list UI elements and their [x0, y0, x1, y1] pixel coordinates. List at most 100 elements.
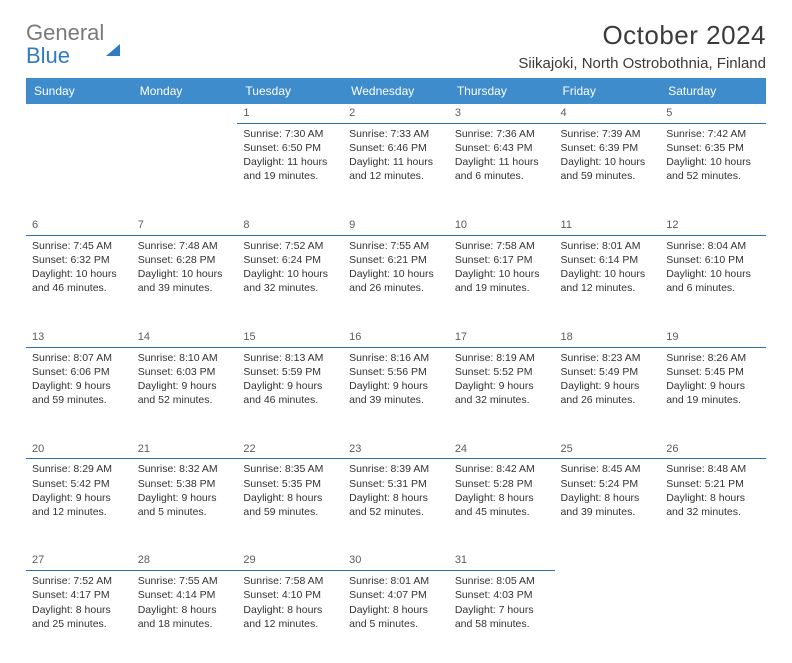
daylight-text: Daylight: 10 hours and 6 minutes. — [666, 267, 760, 295]
calendar-cell: Sunrise: 7:58 AMSunset: 4:10 PMDaylight:… — [237, 571, 343, 663]
sunrise-text: Sunrise: 7:36 AM — [455, 127, 549, 141]
daylight-text: Daylight: 9 hours and 32 minutes. — [455, 379, 549, 407]
daylight-text: Daylight: 8 hours and 52 minutes. — [349, 491, 443, 519]
day-number: 3 — [449, 104, 555, 124]
sunset-text: Sunset: 4:03 PM — [455, 588, 549, 602]
calendar-body: 12345Sunrise: 7:30 AMSunset: 6:50 PMDayl… — [26, 104, 766, 663]
day-number: 17 — [449, 328, 555, 348]
day-number — [132, 104, 238, 123]
daylight-text: Daylight: 10 hours and 59 minutes. — [561, 155, 655, 183]
calendar-cell: Sunrise: 7:55 AMSunset: 6:21 PMDaylight:… — [343, 236, 449, 328]
sunrise-text: Sunrise: 7:33 AM — [349, 127, 443, 141]
day-number: 9 — [343, 216, 449, 236]
sunset-text: Sunset: 6:50 PM — [243, 141, 337, 155]
day-number — [555, 551, 661, 570]
sunrise-text: Sunrise: 8:32 AM — [138, 462, 232, 476]
calendar-cell: Sunrise: 8:42 AMSunset: 5:28 PMDaylight:… — [449, 459, 555, 551]
sunset-text: Sunset: 5:31 PM — [349, 477, 443, 491]
daylight-text: Daylight: 9 hours and 59 minutes. — [32, 379, 126, 407]
calendar-cell: Sunrise: 7:55 AMSunset: 4:14 PMDaylight:… — [132, 571, 238, 663]
calendar-cell: Sunrise: 7:33 AMSunset: 6:46 PMDaylight:… — [343, 124, 449, 216]
day-number: 13 — [26, 328, 132, 348]
sunrise-text: Sunrise: 8:04 AM — [666, 239, 760, 253]
sunrise-text: Sunrise: 8:19 AM — [455, 351, 549, 365]
day-number: 8 — [237, 216, 343, 236]
sunset-text: Sunset: 5:28 PM — [455, 477, 549, 491]
day-number: 18 — [555, 328, 661, 348]
sunset-text: Sunset: 4:14 PM — [138, 588, 232, 602]
daylight-text: Daylight: 8 hours and 39 minutes. — [561, 491, 655, 519]
day-number: 26 — [660, 440, 766, 460]
calendar-cell: Sunrise: 7:42 AMSunset: 6:35 PMDaylight:… — [660, 124, 766, 216]
sunset-text: Sunset: 6:21 PM — [349, 253, 443, 267]
sunset-text: Sunset: 5:49 PM — [561, 365, 655, 379]
day-number: 20 — [26, 440, 132, 460]
daylight-text: Daylight: 10 hours and 19 minutes. — [455, 267, 549, 295]
sunrise-text: Sunrise: 8:01 AM — [561, 239, 655, 253]
day-number: 29 — [237, 551, 343, 571]
day-number: 10 — [449, 216, 555, 236]
sunset-text: Sunset: 5:45 PM — [666, 365, 760, 379]
day-number — [660, 551, 766, 570]
day-number: 16 — [343, 328, 449, 348]
sunrise-text: Sunrise: 7:30 AM — [243, 127, 337, 141]
sunset-text: Sunset: 6:35 PM — [666, 141, 760, 155]
daylight-text: Daylight: 10 hours and 26 minutes. — [349, 267, 443, 295]
daylight-text: Daylight: 10 hours and 52 minutes. — [666, 155, 760, 183]
sunrise-text: Sunrise: 8:48 AM — [666, 462, 760, 476]
daylight-text: Daylight: 8 hours and 32 minutes. — [666, 491, 760, 519]
calendar-header-row: Sunday Monday Tuesday Wednesday Thursday… — [26, 78, 766, 104]
calendar-cell: Sunrise: 8:48 AMSunset: 5:21 PMDaylight:… — [660, 459, 766, 551]
calendar-cell: Sunrise: 8:19 AMSunset: 5:52 PMDaylight:… — [449, 348, 555, 440]
brand-triangle-icon — [106, 27, 120, 56]
calendar-cell: Sunrise: 7:58 AMSunset: 6:17 PMDaylight:… — [449, 236, 555, 328]
sunset-text: Sunset: 5:52 PM — [455, 365, 549, 379]
calendar-cell: Sunrise: 8:07 AMSunset: 6:06 PMDaylight:… — [26, 348, 132, 440]
sunset-text: Sunset: 6:17 PM — [455, 253, 549, 267]
sunrise-text: Sunrise: 8:05 AM — [455, 574, 549, 588]
daylight-text: Daylight: 11 hours and 19 minutes. — [243, 155, 337, 183]
page: General Blue October 2024 Siikajoki, Nor… — [0, 0, 792, 612]
sunrise-text: Sunrise: 7:39 AM — [561, 127, 655, 141]
weekday-header: Friday — [555, 78, 661, 104]
daylight-text: Daylight: 8 hours and 59 minutes. — [243, 491, 337, 519]
daylight-text: Daylight: 10 hours and 39 minutes. — [138, 267, 232, 295]
daylight-text: Daylight: 10 hours and 32 minutes. — [243, 267, 337, 295]
calendar-cell — [660, 571, 766, 663]
sunset-text: Sunset: 6:14 PM — [561, 253, 655, 267]
sunset-text: Sunset: 5:42 PM — [32, 477, 126, 491]
calendar-cell: Sunrise: 8:13 AMSunset: 5:59 PMDaylight:… — [237, 348, 343, 440]
calendar-cell: Sunrise: 7:52 AMSunset: 4:17 PMDaylight:… — [26, 571, 132, 663]
daylight-text: Daylight: 9 hours and 5 minutes. — [138, 491, 232, 519]
sunrise-text: Sunrise: 8:35 AM — [243, 462, 337, 476]
day-number: 23 — [343, 440, 449, 460]
calendar-cell: Sunrise: 8:26 AMSunset: 5:45 PMDaylight:… — [660, 348, 766, 440]
weekday-header: Thursday — [449, 78, 555, 104]
sunset-text: Sunset: 6:28 PM — [138, 253, 232, 267]
daylight-text: Daylight: 8 hours and 25 minutes. — [32, 603, 126, 631]
sunset-text: Sunset: 6:46 PM — [349, 141, 443, 155]
sunrise-text: Sunrise: 7:58 AM — [455, 239, 549, 253]
calendar-cell — [26, 124, 132, 216]
daylight-text: Daylight: 9 hours and 39 minutes. — [349, 379, 443, 407]
calendar-cell: Sunrise: 8:45 AMSunset: 5:24 PMDaylight:… — [555, 459, 661, 551]
daylight-text: Daylight: 11 hours and 12 minutes. — [349, 155, 443, 183]
sunrise-text: Sunrise: 8:23 AM — [561, 351, 655, 365]
day-number: 19 — [660, 328, 766, 348]
daylight-text: Daylight: 8 hours and 18 minutes. — [138, 603, 232, 631]
calendar-cell: Sunrise: 7:39 AMSunset: 6:39 PMDaylight:… — [555, 124, 661, 216]
month-title: October 2024 — [518, 20, 766, 51]
daylight-text: Daylight: 9 hours and 46 minutes. — [243, 379, 337, 407]
brand-logo: General Blue — [26, 22, 120, 68]
calendar-cell: Sunrise: 8:16 AMSunset: 5:56 PMDaylight:… — [343, 348, 449, 440]
sunset-text: Sunset: 5:21 PM — [666, 477, 760, 491]
sunrise-text: Sunrise: 7:52 AM — [32, 574, 126, 588]
daylight-text: Daylight: 9 hours and 12 minutes. — [32, 491, 126, 519]
calendar-cell: Sunrise: 8:32 AMSunset: 5:38 PMDaylight:… — [132, 459, 238, 551]
sunset-text: Sunset: 4:07 PM — [349, 588, 443, 602]
daylight-text: Daylight: 11 hours and 6 minutes. — [455, 155, 549, 183]
calendar-cell: Sunrise: 8:04 AMSunset: 6:10 PMDaylight:… — [660, 236, 766, 328]
sunset-text: Sunset: 5:24 PM — [561, 477, 655, 491]
day-number: 27 — [26, 551, 132, 571]
calendar-cell: Sunrise: 7:52 AMSunset: 6:24 PMDaylight:… — [237, 236, 343, 328]
